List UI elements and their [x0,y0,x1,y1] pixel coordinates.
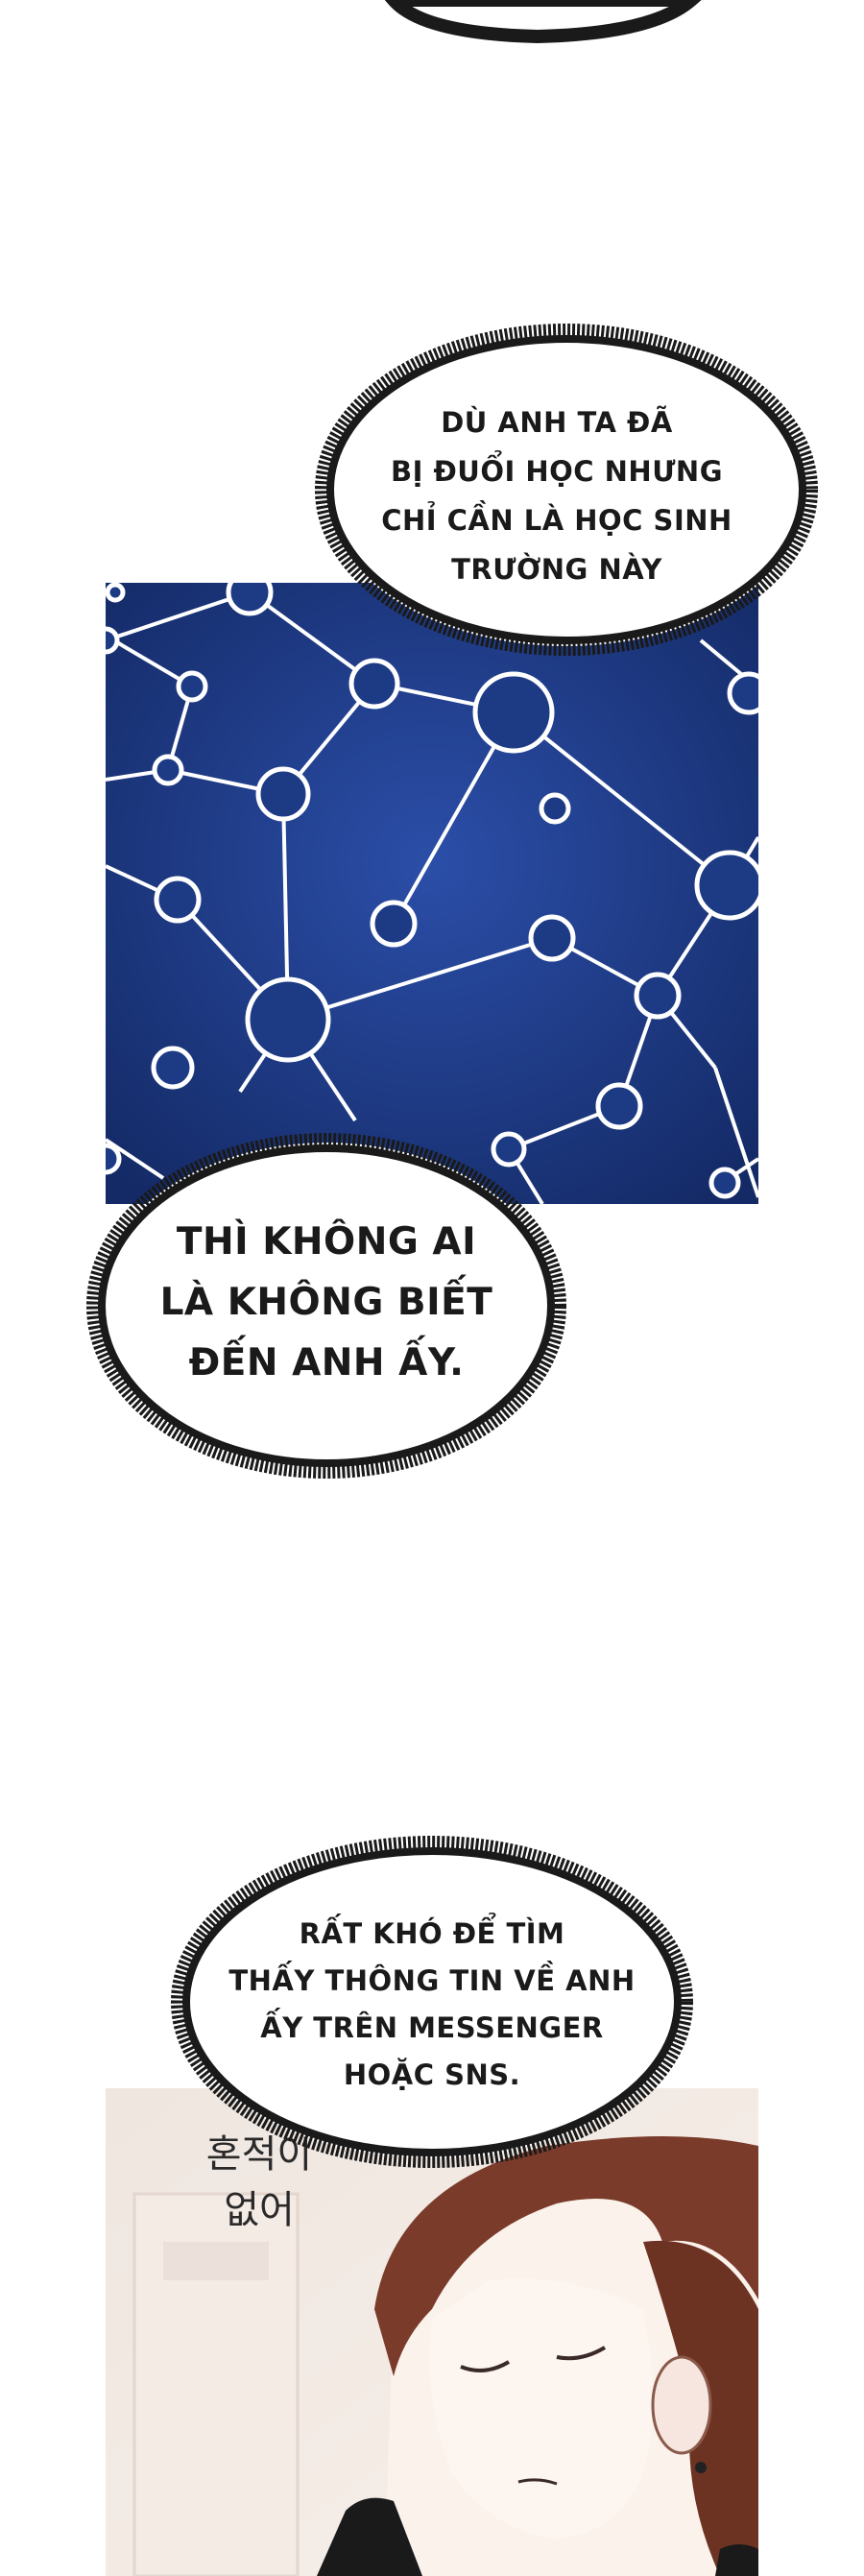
speech-bubble-1 [315,324,818,656]
bubble-2-line-2: LÀ KHÔNG BIẾT [159,1281,493,1324]
bubble-3-line-3: ẤY TRÊN MESSENGER [260,2011,604,2044]
top-partial-bubble [384,0,702,44]
network-background [106,583,758,1204]
girl-panel: 혼적이 없어 [106,2088,758,2576]
bubble-2-line-1: THÌ KHÔNG AI [176,1220,477,1264]
bubble-2-line-3: ĐẾN ANH ẤY. [188,1341,465,1384]
bubble-3-line-4: HOẶC SNS. [343,2058,521,2091]
girl-illustration [106,2088,758,2576]
bubble-1-line-3: CHỈ CẦN LÀ HỌC SINH [381,504,732,537]
sfx-line-2: 없어 [224,2188,295,2232]
speech-bubble-3 [171,1836,693,2168]
speech-bubble-1-text: DÙ ANH TA ĐÃ BỊ ĐUỔI HỌC NHƯNG CHỈ CẦN L… [355,398,758,594]
network-illustration [106,583,758,1204]
bubble-1-line-4: TRƯỜNG NÀY [451,553,662,586]
network-panel [106,583,758,1204]
speech-bubble-2 [86,1133,566,1479]
bubble-1-line-1: DÙ ANH TA ĐÃ [441,406,673,439]
speech-bubble-2-text: THÌ KHÔNG AI LÀ KHÔNG BIẾT ĐẾN ANH ẤY. [134,1212,518,1393]
speech-bubble-3-text: RẤT KHÓ ĐỂ TÌM THẤY THÔNG TIN VỀ ANH ẤY … [206,1911,658,2099]
bubble-3-line-2: THẤY THÔNG TIN VỀ ANH [228,1964,636,1997]
bubble-3-line-1: RẤT KHÓ ĐỂ TÌM [299,1917,565,1950]
bubble-1-line-2: BỊ ĐUỔI HỌC NHƯNG [390,455,724,488]
